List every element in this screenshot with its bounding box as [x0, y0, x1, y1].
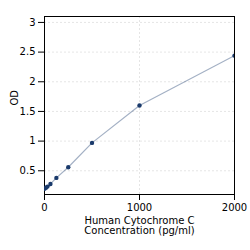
- svg-text:OD: OD: [9, 90, 20, 106]
- svg-text:2000: 2000: [222, 202, 247, 213]
- svg-text:1.5: 1.5: [20, 106, 36, 117]
- svg-text:0: 0: [41, 202, 47, 213]
- svg-text:1000: 1000: [127, 202, 152, 213]
- svg-text:2.5: 2.5: [20, 46, 36, 57]
- svg-text:1: 1: [29, 135, 35, 146]
- svg-text:2: 2: [29, 76, 35, 87]
- svg-text:3: 3: [29, 17, 35, 28]
- svg-text:0.5: 0.5: [20, 165, 36, 176]
- svg-text:Human Cytochrome CConcentratio: Human Cytochrome CConcentration (pg/ml): [84, 215, 194, 236]
